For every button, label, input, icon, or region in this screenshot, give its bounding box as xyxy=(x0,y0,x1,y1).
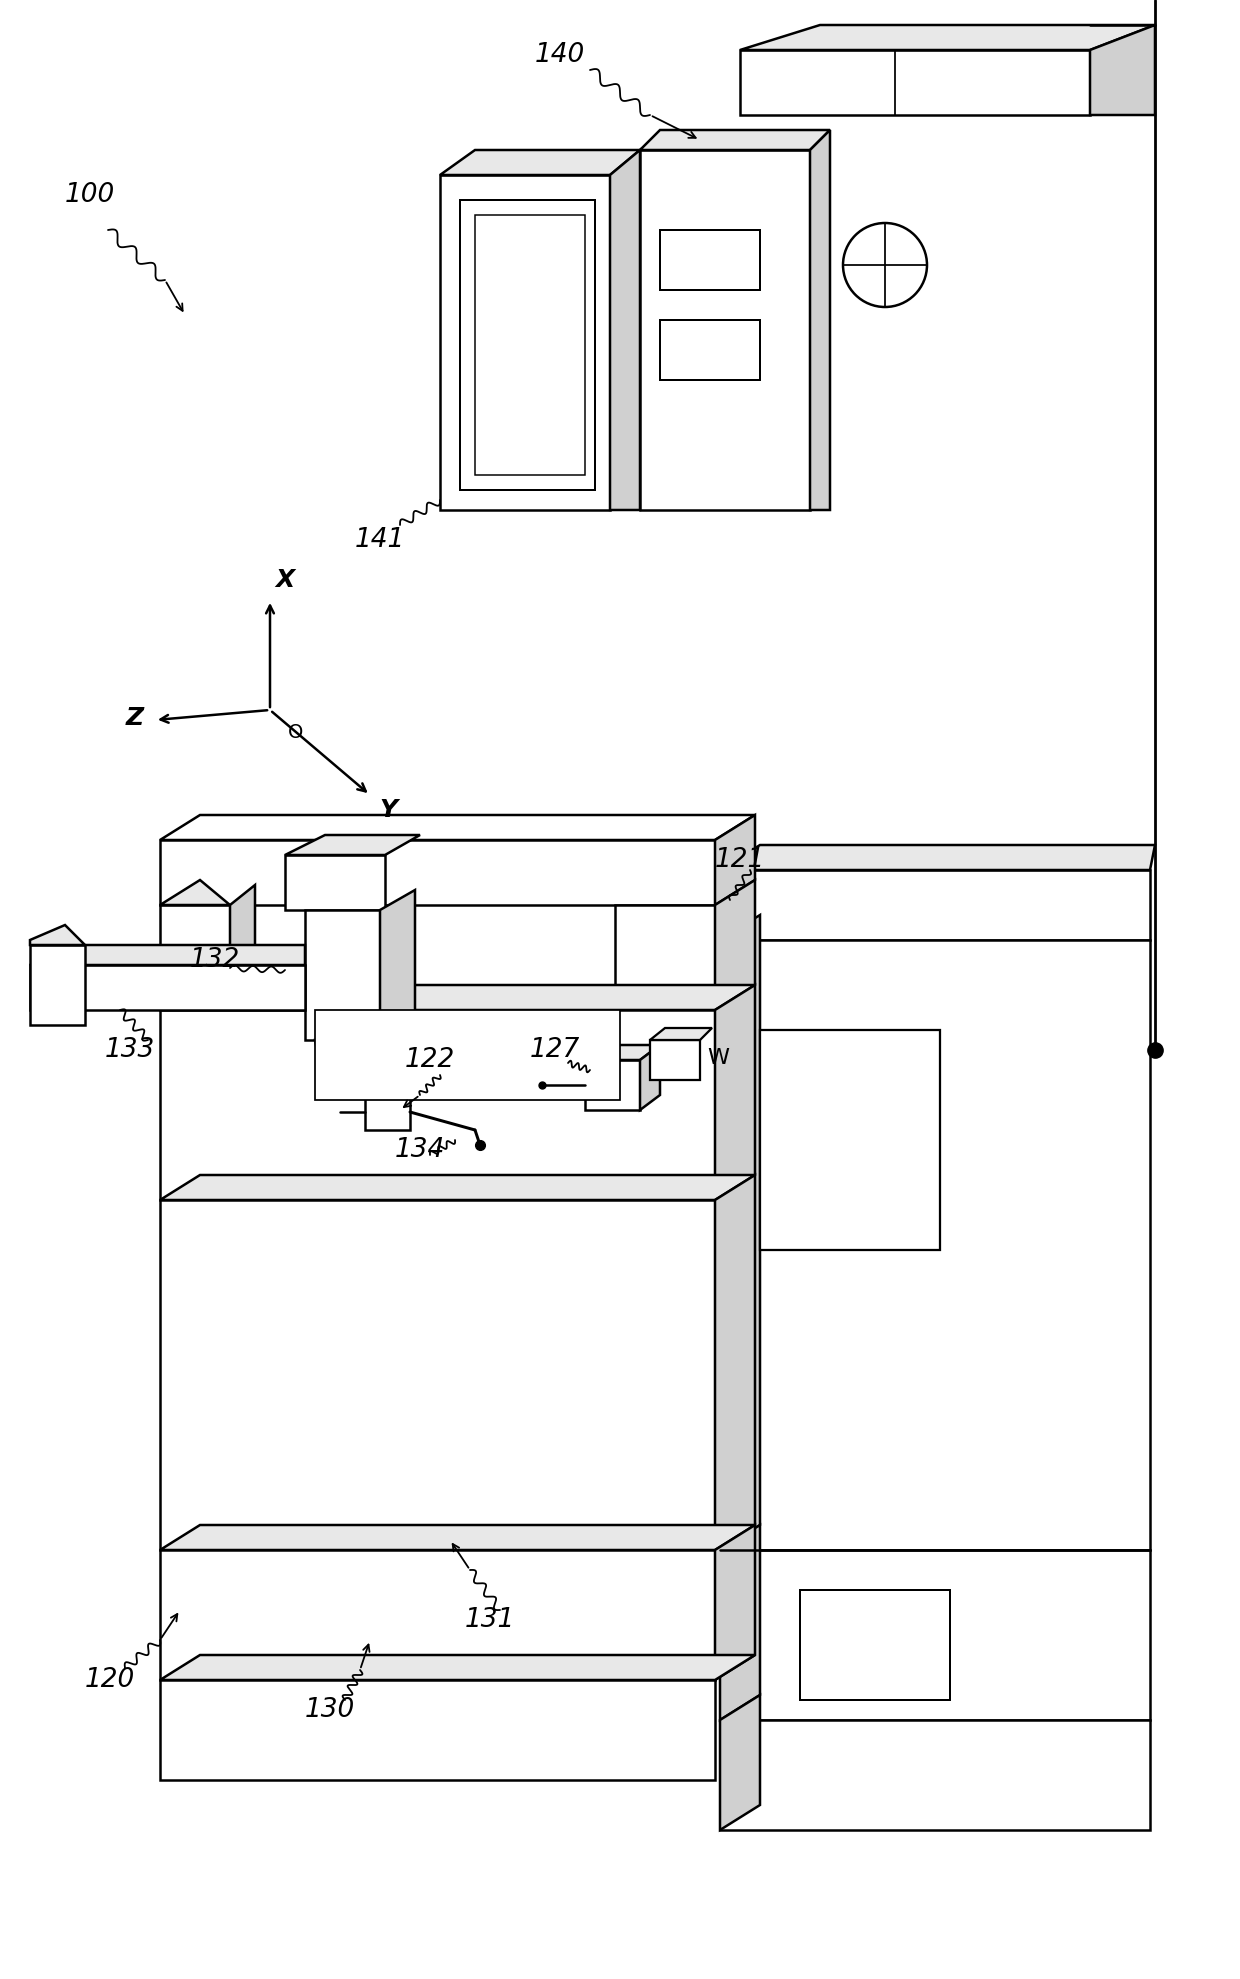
Polygon shape xyxy=(160,881,229,904)
Text: 141: 141 xyxy=(355,526,405,552)
Polygon shape xyxy=(720,940,1149,1550)
Polygon shape xyxy=(440,150,640,174)
Polygon shape xyxy=(660,321,760,380)
Polygon shape xyxy=(660,230,760,291)
Polygon shape xyxy=(610,150,640,511)
Polygon shape xyxy=(285,835,420,855)
Polygon shape xyxy=(365,1019,415,1094)
Text: X: X xyxy=(275,568,295,592)
Text: 134: 134 xyxy=(394,1138,445,1164)
Text: O: O xyxy=(288,722,304,742)
Polygon shape xyxy=(720,1526,760,1720)
Polygon shape xyxy=(650,1027,712,1041)
Polygon shape xyxy=(740,26,1154,49)
Polygon shape xyxy=(30,924,86,946)
Text: Y: Y xyxy=(379,798,397,821)
Polygon shape xyxy=(160,1550,715,1680)
Polygon shape xyxy=(720,1550,1149,1720)
Polygon shape xyxy=(640,1045,660,1110)
Polygon shape xyxy=(160,1654,755,1680)
Text: 120: 120 xyxy=(84,1666,135,1692)
Polygon shape xyxy=(800,1589,950,1700)
Polygon shape xyxy=(810,131,830,511)
Polygon shape xyxy=(615,904,715,1009)
Polygon shape xyxy=(720,914,760,1550)
Polygon shape xyxy=(640,131,830,150)
Polygon shape xyxy=(720,1720,1149,1831)
Polygon shape xyxy=(30,966,305,1009)
Polygon shape xyxy=(305,910,379,1041)
Text: Z: Z xyxy=(126,707,144,730)
Polygon shape xyxy=(160,1009,715,1199)
Polygon shape xyxy=(585,1061,640,1110)
Polygon shape xyxy=(1090,26,1154,115)
Polygon shape xyxy=(379,891,415,1041)
Text: 131: 131 xyxy=(465,1607,515,1633)
Polygon shape xyxy=(715,881,755,1009)
Polygon shape xyxy=(30,946,86,1025)
Polygon shape xyxy=(650,1041,701,1081)
Text: 122: 122 xyxy=(405,1047,455,1073)
Polygon shape xyxy=(160,904,229,1009)
Polygon shape xyxy=(475,216,585,475)
Circle shape xyxy=(843,224,928,307)
Polygon shape xyxy=(640,150,810,511)
Polygon shape xyxy=(585,1045,660,1061)
Text: 100: 100 xyxy=(64,182,115,208)
Polygon shape xyxy=(440,174,610,511)
Text: 127: 127 xyxy=(529,1037,580,1063)
Text: 132: 132 xyxy=(190,948,241,974)
Polygon shape xyxy=(285,855,384,910)
Polygon shape xyxy=(160,1199,715,1550)
Polygon shape xyxy=(760,1029,940,1251)
Polygon shape xyxy=(720,871,1149,940)
Polygon shape xyxy=(365,1094,410,1130)
Polygon shape xyxy=(160,839,715,904)
Polygon shape xyxy=(715,1526,755,1680)
Polygon shape xyxy=(315,1009,620,1100)
Polygon shape xyxy=(715,986,755,1199)
Polygon shape xyxy=(160,1176,755,1199)
Polygon shape xyxy=(160,986,755,1009)
Text: 130: 130 xyxy=(305,1698,355,1724)
Polygon shape xyxy=(315,1041,374,1094)
Text: W: W xyxy=(707,1049,729,1069)
Polygon shape xyxy=(720,845,1154,871)
Text: 121: 121 xyxy=(715,847,765,873)
Text: 140: 140 xyxy=(534,42,585,67)
Polygon shape xyxy=(160,1680,715,1779)
Polygon shape xyxy=(30,946,305,966)
Polygon shape xyxy=(720,1694,760,1831)
Polygon shape xyxy=(740,49,1090,115)
Text: 133: 133 xyxy=(105,1037,155,1063)
Polygon shape xyxy=(715,815,755,904)
Polygon shape xyxy=(715,1176,755,1550)
Polygon shape xyxy=(229,885,255,1009)
Polygon shape xyxy=(460,200,595,491)
Polygon shape xyxy=(160,1526,755,1550)
Polygon shape xyxy=(160,815,755,839)
